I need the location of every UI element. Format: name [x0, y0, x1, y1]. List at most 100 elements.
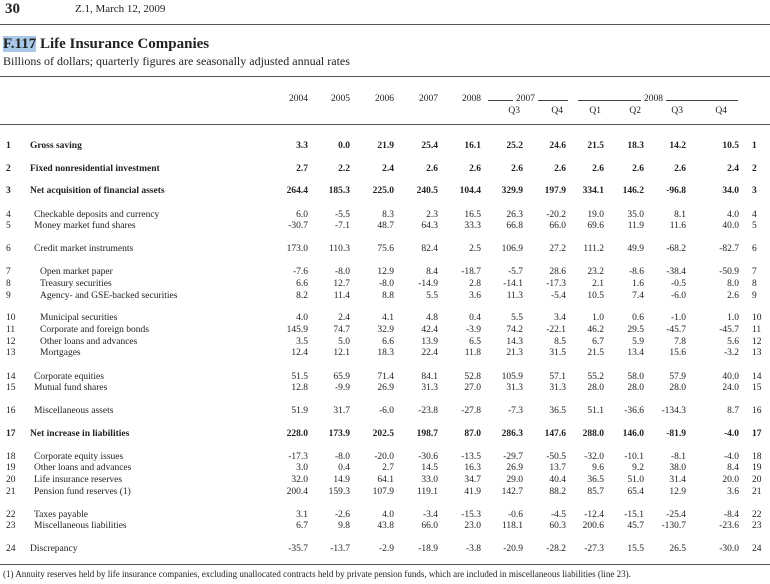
cell-value: 5.5: [511, 313, 523, 323]
cell-value: 12.9: [669, 487, 686, 497]
cell-value: 18.3: [627, 141, 644, 151]
cell-value: -32.0: [584, 452, 604, 462]
line-number: 20: [6, 475, 16, 485]
cell-value: 2.3: [426, 210, 438, 220]
cell-value: 13.9: [421, 337, 438, 347]
cell-value: 2.6: [592, 164, 604, 174]
col-2008: 2008: [462, 94, 481, 104]
cell-value: 107.9: [372, 487, 394, 497]
table-row: 2 Fixed nonresidential investment 2.7 2.2 2.…: [0, 164, 770, 176]
divider: [0, 124, 770, 125]
line-number: 21: [6, 487, 16, 497]
cell-value: 13.7: [549, 463, 566, 473]
cell-value: -3.2: [723, 348, 739, 358]
cell-value: -2.6: [334, 510, 350, 520]
cell-value: -23.8: [418, 406, 438, 416]
cell-value: 4.0: [296, 313, 308, 323]
col-2004: 2004: [289, 94, 308, 104]
cell-value: 51.0: [627, 475, 644, 485]
row-label: Money market fund shares: [34, 221, 136, 231]
cell-value: 200.6: [582, 521, 604, 531]
cell-value: 5.6: [727, 337, 739, 347]
cell-value: 49.9: [627, 244, 644, 254]
cell-value: 64.1: [377, 475, 394, 485]
row-label: Net increase in liabilities: [30, 429, 130, 439]
cell-value: 24.0: [722, 383, 739, 393]
cell-value: 10.5: [722, 141, 739, 151]
cell-value: 264.4: [286, 186, 308, 196]
table-row: 22 Taxes payable 3.1 -2.6 4.0 -3.4 -15.3 -0.6 -4…: [0, 510, 770, 522]
cell-value: 28.6: [549, 267, 566, 277]
col-2008-q3: Q3: [671, 106, 683, 116]
line-number-right: 16: [752, 406, 762, 416]
line-number: 1: [6, 141, 11, 151]
cell-value: -5.4: [550, 291, 566, 301]
cell-value: 33.3: [464, 221, 481, 231]
line-number: 16: [6, 406, 16, 416]
col-2008-q4: Q4: [715, 106, 727, 116]
cell-value: 4.8: [426, 313, 438, 323]
cell-value: 25.4: [421, 141, 438, 151]
cell-value: 71.4: [377, 372, 394, 382]
cell-value: -20.2: [546, 210, 566, 220]
line-number: 8: [6, 279, 11, 289]
cell-value: 197.9: [544, 186, 566, 196]
line-number-right: 1: [752, 141, 757, 151]
table-row: 1 Gross saving 3.3 0.0 21.9 25.4 16.1 25.2 24.6 2…: [0, 141, 770, 153]
table-title: F.117 Life Insurance Companies: [3, 36, 209, 53]
cell-value: 16.1: [464, 141, 481, 151]
cell-value: -7.3: [507, 406, 523, 416]
cell-value: 31.4: [669, 475, 686, 485]
cell-value: 26.9: [377, 383, 394, 393]
cell-value: 3.6: [727, 487, 739, 497]
table-row: 24 Discrepancy -35.7 -13.7 -2.9 -18.9 -3.8 -20.…: [0, 544, 770, 556]
line-number-right: 9: [752, 291, 757, 301]
cell-value: -20.0: [374, 452, 394, 462]
col-2007-q3: Q3: [508, 106, 520, 116]
cell-value: -7.1: [334, 221, 350, 231]
cell-value: 5.5: [426, 291, 438, 301]
line-number-right: 4: [752, 210, 757, 220]
cell-value: 12.1: [333, 348, 350, 358]
row-label: Checkable deposits and currency: [34, 210, 160, 220]
cell-value: 3.0: [296, 463, 308, 473]
cell-value: 228.0: [286, 429, 308, 439]
cell-value: 146.2: [622, 186, 644, 196]
divider: [0, 76, 770, 77]
cell-value: -6.0: [378, 406, 394, 416]
line-number-right: 11: [752, 325, 762, 335]
cell-value: 8.0: [727, 279, 739, 289]
row-label: Mortgages: [40, 348, 81, 358]
cell-value: 42.4: [421, 325, 438, 335]
cell-value: 15.5: [627, 544, 644, 554]
line-number-right: 17: [752, 429, 762, 439]
line-number-right: 24: [752, 544, 762, 554]
table-row: 17 Net increase in liabilities 228.0 173.9 2…: [0, 429, 770, 441]
cell-value: 36.5: [587, 475, 604, 485]
cell-value: 33.0: [421, 475, 438, 485]
cell-value: -8.0: [334, 267, 350, 277]
cell-value: 2.1: [592, 279, 604, 289]
cell-value: 26.5: [669, 544, 686, 554]
cell-value: -30.0: [719, 544, 739, 554]
row-label: Life insurance reserves: [34, 475, 123, 485]
cell-value: 225.0: [372, 186, 394, 196]
cell-value: 1.0: [727, 313, 739, 323]
table-title-text: Life Insurance Companies: [36, 36, 210, 52]
table-row: 23 Miscellaneous liabilities 6.7 9.8 43.8 66.…: [0, 521, 770, 533]
cell-value: 6.6: [296, 279, 308, 289]
cell-value: -27.3: [584, 544, 604, 554]
cell-value: 87.0: [464, 429, 481, 439]
cell-value: -13.7: [330, 544, 350, 554]
line-number: 9: [6, 291, 11, 301]
cell-value: 8.1: [674, 210, 686, 220]
cell-value: -8.0: [378, 279, 394, 289]
cell-value: -27.8: [461, 406, 481, 416]
cell-value: 88.2: [549, 487, 566, 497]
table-row: 15 Mutual fund shares 12.8 -9.9 26.9 31.3 27.0…: [0, 383, 770, 395]
cell-value: -30.7: [288, 221, 308, 231]
line-number-right: 6: [752, 244, 757, 254]
cell-value: -4.0: [723, 452, 739, 462]
cell-value: 7.4: [632, 291, 644, 301]
cell-value: 3.5: [296, 337, 308, 347]
